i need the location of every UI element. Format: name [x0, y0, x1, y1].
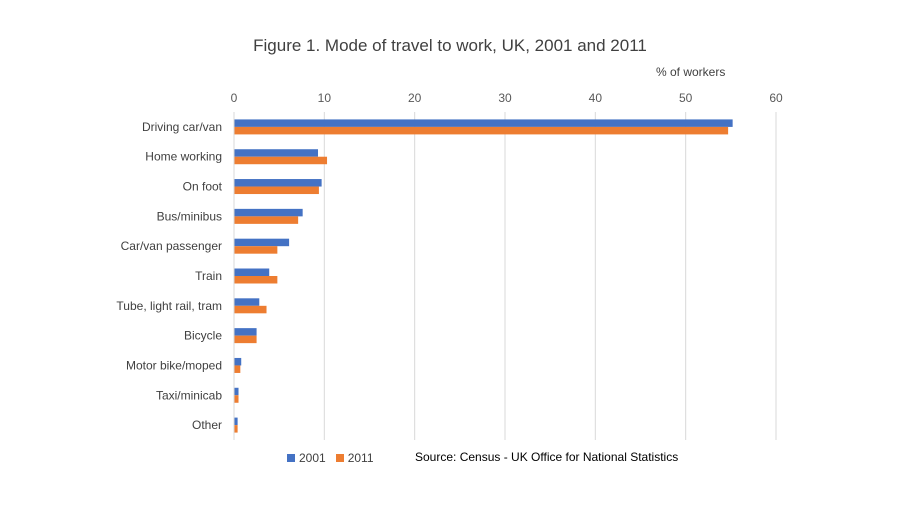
bar-2011	[234, 425, 238, 433]
bar-2011	[234, 246, 278, 254]
legend-label-2011: 2011	[347, 451, 374, 465]
category-label: Tube, light rail, tram	[116, 299, 222, 313]
legend-swatch-2011	[335, 454, 344, 462]
x-tick-label: 50	[679, 91, 693, 105]
bar-2001	[234, 417, 238, 426]
x-axis-unit-label: % of workers	[656, 65, 726, 79]
category-labels: Driving car/van Home working On foot Bus/mi…	[116, 120, 222, 432]
x-tick-label: 10	[318, 91, 332, 105]
bar-2011	[234, 335, 257, 344]
bar-2001	[234, 387, 239, 396]
x-tick-label: 40	[589, 91, 603, 105]
legend-item-2001: 2001	[287, 451, 326, 465]
category-label: On foot	[183, 180, 223, 194]
x-tick-label: 20	[408, 91, 422, 105]
legend-swatch-2001	[287, 454, 295, 462]
bar-2001	[234, 149, 319, 157]
legend: 2001 2011	[287, 451, 384, 465]
legend-item-2011: 2011	[335, 451, 374, 465]
bar-2011	[234, 216, 299, 224]
bar-2001	[234, 208, 303, 217]
bar-2011	[234, 305, 267, 314]
x-tick-label: 30	[498, 91, 512, 105]
bar-2001	[234, 328, 257, 336]
bar-2011	[234, 276, 278, 284]
category-label: Home working	[145, 150, 222, 164]
category-label: Other	[192, 418, 222, 432]
category-label: Car/van passenger	[121, 239, 222, 253]
bar-2011	[234, 186, 319, 195]
x-tick-label: 0	[231, 91, 238, 105]
chart-title: Figure 1. Mode of travel to work, UK, 20…	[253, 36, 647, 55]
x-tick-label: 60	[769, 91, 783, 105]
category-label: Motor bike/moped	[126, 358, 222, 372]
bar-2001	[234, 298, 260, 306]
category-label: Bicycle	[184, 329, 222, 343]
category-label: Bus/minibus	[157, 209, 222, 223]
gridlines	[323, 112, 777, 440]
category-label: Train	[195, 269, 222, 283]
bar-2011	[234, 365, 241, 373]
x-axis-ticks: 0 10 20 30 40 50 60	[231, 91, 783, 105]
bar-2001	[234, 179, 322, 187]
source-note: Source: Census - UK Office for National …	[415, 450, 679, 464]
bar-2011	[234, 156, 328, 165]
bar-2001	[234, 238, 290, 247]
bars	[234, 119, 733, 433]
category-label: Driving car/van	[142, 120, 222, 134]
bar-2001	[234, 357, 242, 366]
category-label: Taxi/minicab	[156, 388, 222, 402]
bar-2011	[234, 126, 729, 135]
bar-2011	[234, 395, 239, 403]
legend-label-2001: 2001	[299, 451, 326, 465]
bar-2001	[234, 119, 733, 127]
bar-2001	[234, 268, 270, 276]
